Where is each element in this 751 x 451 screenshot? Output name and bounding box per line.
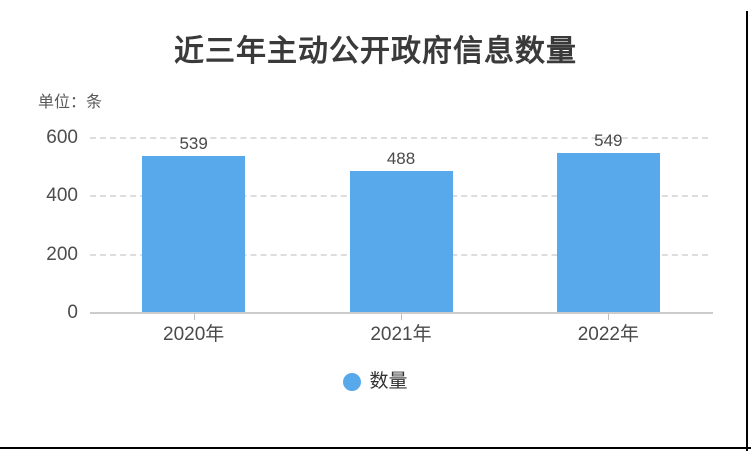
bar-value-label: 539	[179, 133, 208, 153]
y-axis-tick-label: 600	[46, 127, 78, 148]
x-axis-line	[90, 312, 713, 314]
x-axis-tick	[193, 314, 195, 320]
x-axis-tick	[401, 314, 402, 320]
y-axis-tick-label: 200	[46, 243, 78, 265]
x-axis-category-label: 2020年	[163, 324, 225, 345]
legend-marker-circle	[343, 373, 362, 391]
y-axis-tick-label: 400	[46, 185, 78, 207]
legend-item[interactable]: 数量	[343, 371, 408, 393]
bar[interactable]	[349, 170, 453, 313]
gridline	[90, 137, 708, 139]
legend: 数量	[0, 371, 751, 393]
x-axis-category-label: 2022年	[577, 324, 639, 345]
unit-label: 单位：条	[38, 94, 103, 111]
y-axis-tick-label: 0	[67, 302, 78, 323]
x-axis-category-label: 2021年	[370, 324, 432, 345]
panel-border-right	[746, 11, 748, 451]
bar[interactable]	[142, 155, 246, 313]
x-axis-tick	[608, 314, 610, 320]
bar-value-label: 488	[386, 148, 416, 168]
chart-title: 近三年主动公开政府信息数量	[174, 35, 577, 68]
panel-border-bottom	[0, 447, 751, 449]
legend-label: 数量	[369, 371, 408, 392]
bar[interactable]	[556, 152, 660, 313]
bar-value-label: 549	[594, 130, 623, 150]
